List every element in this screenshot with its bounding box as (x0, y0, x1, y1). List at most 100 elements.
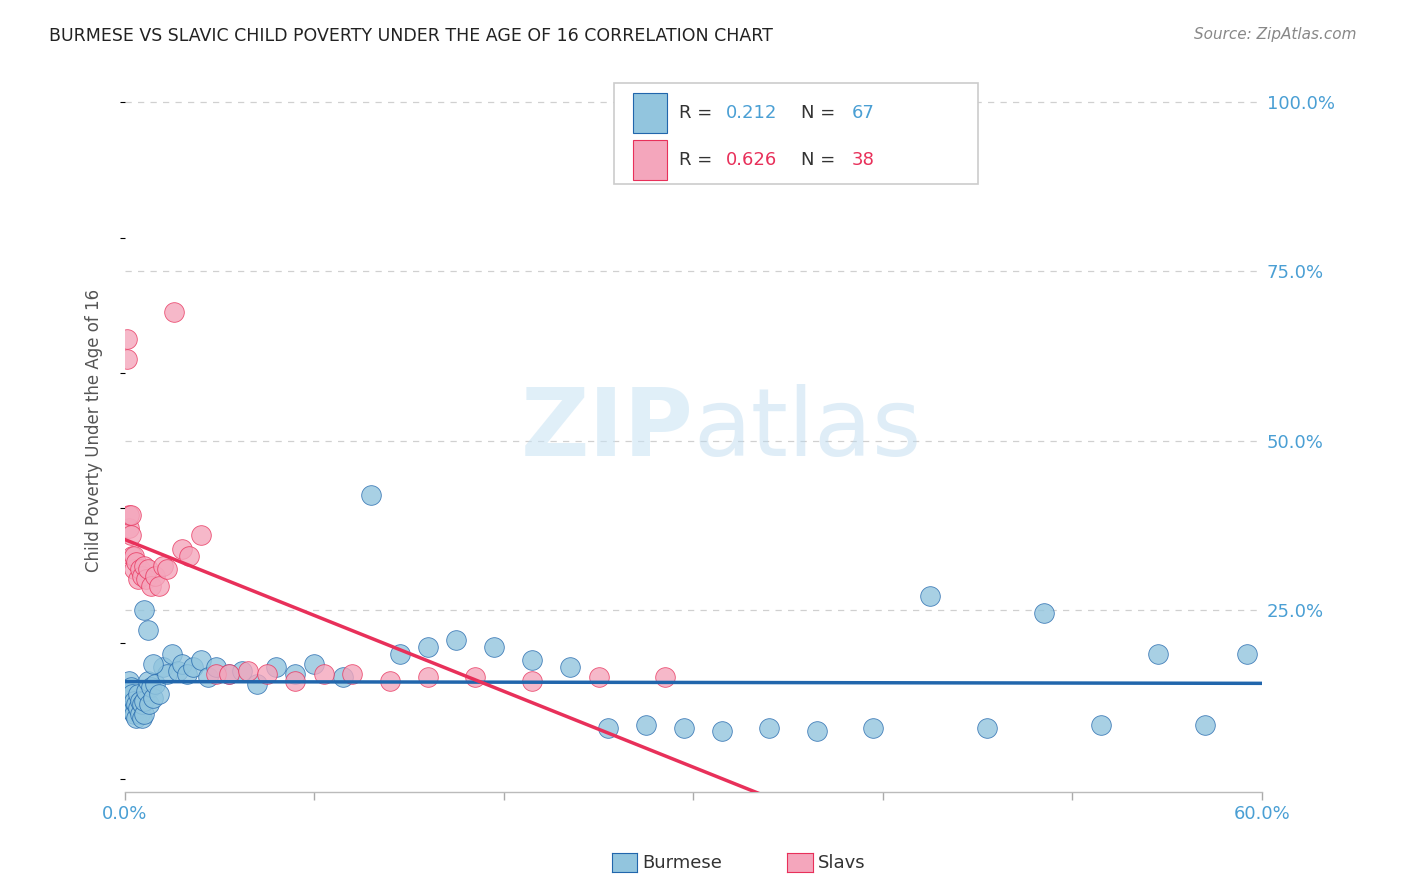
Point (125, 711, 148, 725)
Text: 38: 38 (852, 151, 875, 169)
Text: R =: R = (679, 151, 717, 169)
Point (256, 667, 278, 681)
Point (522, 653, 544, 667)
Point (117, 690, 139, 705)
Point (115, 332, 138, 346)
Point (136, 562, 159, 576)
Point (464, 670, 486, 684)
Point (170, 657, 193, 671)
Point (266, 660, 288, 674)
Point (125, 698, 148, 712)
Text: Burmese: Burmese (643, 854, 723, 871)
Point (588, 670, 610, 684)
Point (136, 623, 159, 637)
Point (124, 694, 146, 708)
Text: N =: N = (801, 104, 841, 122)
Point (121, 687, 143, 701)
Text: atlas: atlas (693, 384, 921, 476)
Point (1033, 606, 1056, 620)
Point (129, 562, 152, 576)
Point (124, 562, 146, 576)
Point (135, 572, 157, 586)
Text: Source: ZipAtlas.com: Source: ZipAtlas.com (1194, 27, 1357, 42)
Point (204, 660, 226, 674)
Point (378, 673, 401, 688)
Point (141, 681, 163, 695)
Point (360, 488, 382, 502)
Point (231, 664, 253, 678)
Bar (633, 93, 668, 133)
Point (160, 647, 183, 661)
Point (236, 664, 259, 678)
Point (710, 724, 733, 739)
Point (304, 657, 326, 671)
Point (1090, 717, 1112, 731)
Point (120, 508, 142, 522)
Point (152, 558, 174, 573)
Point (388, 647, 411, 661)
Point (148, 687, 170, 701)
Point (141, 579, 163, 593)
Point (131, 711, 153, 725)
Point (1146, 647, 1168, 661)
Point (176, 667, 198, 681)
Point (125, 555, 148, 569)
Point (416, 640, 439, 654)
Point (115, 352, 138, 367)
Point (181, 660, 204, 674)
Point (920, 589, 942, 603)
Point (596, 721, 619, 735)
Point (522, 673, 544, 688)
Y-axis label: Child Poverty Under the Age of 16: Child Poverty Under the Age of 16 (86, 289, 103, 572)
Text: R =: R = (679, 104, 717, 122)
Point (117, 508, 139, 522)
Point (976, 721, 998, 735)
Point (131, 698, 153, 712)
Point (634, 717, 657, 731)
Point (416, 670, 439, 684)
Point (136, 673, 159, 688)
Point (312, 667, 335, 681)
Point (115, 683, 138, 698)
Point (120, 681, 142, 695)
Point (190, 528, 212, 542)
Point (124, 549, 146, 563)
Point (142, 690, 165, 705)
Point (132, 707, 155, 722)
Point (135, 683, 157, 698)
Point (862, 721, 884, 735)
Point (132, 602, 155, 616)
Point (1236, 647, 1258, 661)
Text: Slavs: Slavs (818, 854, 866, 871)
Point (1194, 717, 1216, 731)
Point (129, 694, 152, 708)
Point (484, 640, 506, 654)
Text: BURMESE VS SLAVIC CHILD POVERTY UNDER THE AGE OF 16 CORRELATION CHART: BURMESE VS SLAVIC CHILD POVERTY UNDER TH… (49, 27, 773, 45)
Point (806, 724, 828, 739)
Point (117, 673, 139, 688)
Point (127, 700, 149, 714)
Point (143, 677, 166, 691)
Point (332, 670, 354, 684)
Point (170, 541, 193, 556)
Point (120, 528, 142, 542)
Point (758, 721, 780, 735)
Point (143, 569, 166, 583)
Point (654, 670, 676, 684)
Point (131, 569, 153, 583)
Point (155, 667, 177, 681)
Text: 0.212: 0.212 (727, 104, 778, 122)
Point (127, 687, 149, 701)
Point (163, 305, 186, 319)
Point (342, 667, 364, 681)
Point (121, 549, 143, 563)
Text: ZIP: ZIP (520, 384, 693, 476)
Point (132, 558, 155, 573)
Point (120, 698, 142, 712)
Point (179, 549, 201, 563)
Point (142, 657, 165, 671)
Point (152, 660, 174, 674)
Point (138, 698, 160, 712)
Point (284, 667, 307, 681)
Point (190, 653, 212, 667)
